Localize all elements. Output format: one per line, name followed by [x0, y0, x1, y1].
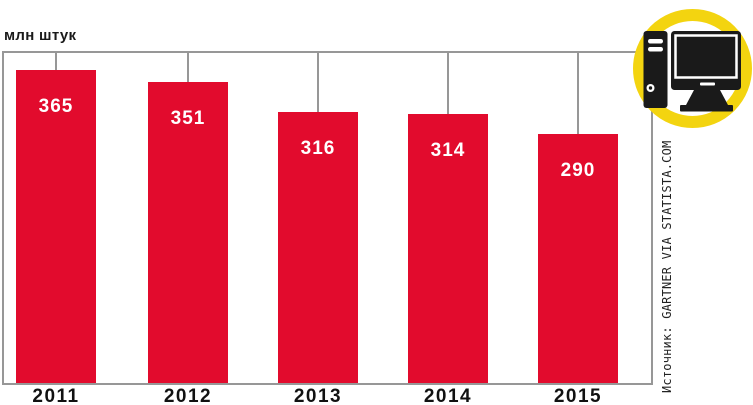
bar: 290 [538, 134, 618, 383]
desktop-computer-icon [633, 9, 752, 128]
plot-left-border [2, 51, 4, 385]
bar: 316 [278, 112, 358, 383]
bar: 314 [408, 114, 488, 383]
bar-stem [577, 51, 579, 134]
year-label: 2015 [553, 386, 603, 405]
source-credit: Источник: GARTNER VIA STATISTA.COM [660, 140, 674, 393]
units-label: млн штук [4, 27, 77, 44]
year-label: 2012 [163, 386, 213, 405]
bar: 351 [148, 82, 228, 383]
plot-baseline [2, 383, 653, 385]
bar-value-label: 316 [300, 138, 336, 159]
bar-value-label: 351 [170, 108, 206, 129]
bar-stem [317, 51, 319, 112]
bar-stem [55, 51, 57, 70]
year-label: 2013 [293, 386, 343, 405]
year-label: 2011 [32, 386, 80, 405]
year-label: 2014 [423, 386, 473, 405]
computer-tower-glyph [643, 31, 668, 108]
bar-stem [187, 51, 189, 82]
bar-value-label: 314 [430, 140, 466, 161]
monitor-glyph [671, 31, 741, 112]
plot-right-border [651, 51, 653, 385]
bar-stem [447, 51, 449, 114]
bar: 365 [16, 70, 96, 383]
bar-value-label: 290 [560, 160, 596, 181]
plot-top-line [2, 51, 653, 53]
bar-value-label: 365 [38, 96, 74, 117]
